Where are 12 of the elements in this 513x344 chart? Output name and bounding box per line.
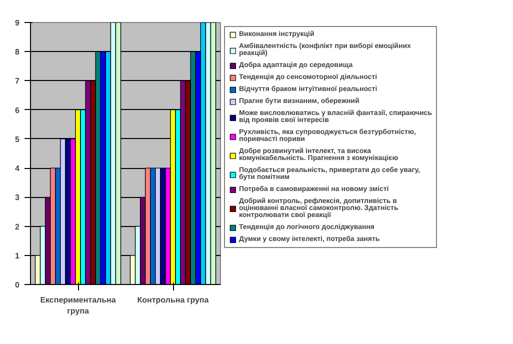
y-tick-label: 7 — [15, 76, 20, 86]
y-tick-label: 1 — [15, 251, 20, 260]
y-tick-label: 4 — [15, 164, 20, 174]
y-tick-label: 5 — [15, 134, 20, 144]
y-tick-label: 3 — [15, 193, 20, 202]
x-tick-label: Експериментальна група — [40, 296, 116, 316]
y-tick-label: 8 — [15, 48, 20, 57]
y-tick-label: 6 — [15, 106, 20, 115]
y-tick-label: 2 — [15, 222, 20, 232]
y-tick-label: 0 — [15, 280, 20, 290]
y-tick-label: 9 — [15, 18, 20, 28]
x-tick-label: Контрольна група — [137, 296, 210, 304]
